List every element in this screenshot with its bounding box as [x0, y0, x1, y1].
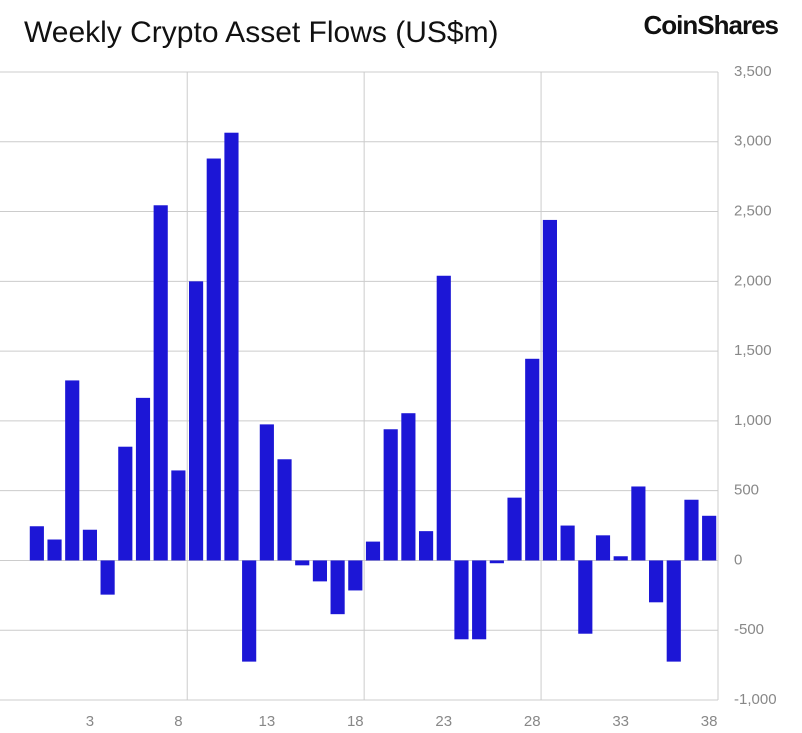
bar	[702, 515, 717, 561]
bar	[224, 132, 239, 561]
y-tick-label: 2,000	[734, 272, 772, 289]
bar	[507, 497, 522, 561]
bar	[613, 556, 628, 561]
y-tick-label: 500	[734, 482, 759, 499]
x-tick-label: 3	[86, 713, 94, 730]
bar	[153, 205, 168, 561]
bar	[47, 539, 62, 561]
y-tick-label: 0	[734, 551, 742, 568]
brand-logo: CoinShares	[644, 10, 779, 40]
bar	[578, 560, 593, 634]
bar	[29, 526, 44, 561]
bar	[454, 560, 469, 640]
bar	[595, 535, 611, 561]
x-tick-label: 23	[435, 713, 452, 730]
y-tick-label: -1,000	[734, 691, 777, 708]
bar	[401, 413, 416, 561]
y-tick-label: 2,500	[734, 203, 772, 220]
bar	[312, 560, 327, 582]
bar	[259, 424, 274, 561]
bar	[100, 560, 115, 595]
x-tick-label: 18	[347, 713, 364, 730]
y-tick-label: 1,500	[734, 342, 772, 359]
bar	[631, 486, 646, 561]
bar	[684, 499, 699, 561]
bar	[436, 275, 451, 561]
bar	[383, 429, 398, 561]
bar	[82, 529, 97, 561]
bar	[206, 158, 221, 561]
bar	[189, 281, 204, 561]
bar	[666, 560, 681, 662]
bar	[135, 397, 151, 561]
x-tick-label: 28	[524, 713, 541, 730]
y-tick-label: 3,000	[734, 133, 772, 150]
y-tick-label: 3,500	[734, 63, 772, 80]
bar	[330, 560, 345, 615]
bar	[472, 560, 487, 640]
bar	[242, 560, 257, 662]
bar	[65, 380, 80, 561]
bar	[171, 470, 186, 561]
y-tick-label: -500	[734, 621, 764, 638]
bar	[489, 560, 504, 564]
bar	[118, 446, 133, 561]
bar	[348, 560, 363, 591]
bar	[277, 459, 292, 561]
x-tick-label: 13	[259, 713, 276, 730]
bar	[649, 560, 664, 603]
x-tick-label: 8	[174, 713, 182, 730]
bar	[560, 525, 575, 561]
bar	[525, 358, 540, 561]
x-tick-label: 38	[701, 713, 718, 730]
y-tick-label: 1,000	[734, 412, 772, 429]
bar	[365, 541, 381, 561]
bar	[295, 560, 310, 566]
chart-title: Weekly Crypto Asset Flows (US$m)	[24, 16, 499, 49]
bar	[419, 531, 434, 561]
bar	[542, 219, 557, 561]
x-tick-label: 33	[612, 713, 629, 730]
